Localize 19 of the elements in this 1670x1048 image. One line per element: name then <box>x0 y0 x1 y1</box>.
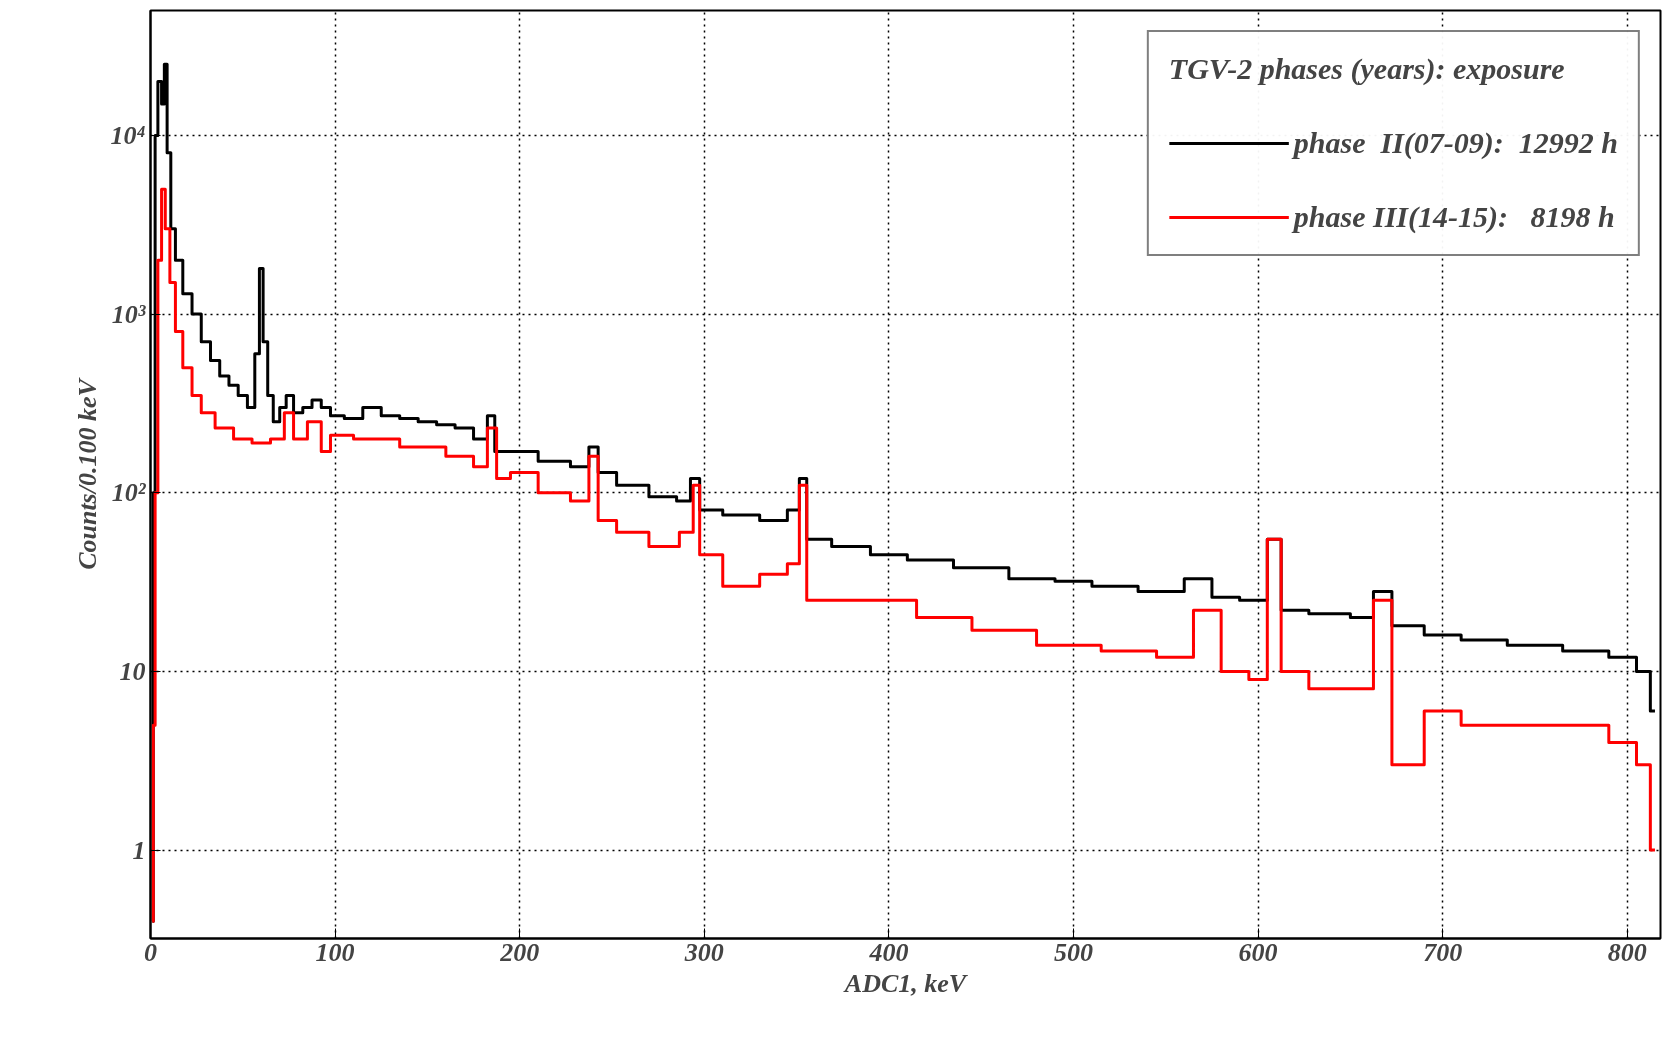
y-tick-label: 10 <box>119 656 146 686</box>
y-tick-label: 10³ <box>111 299 147 329</box>
y-tick-label: 1 <box>132 835 146 865</box>
x-tick-label: 800 <box>1607 937 1647 967</box>
y-tick-label: 10⁴ <box>110 120 146 150</box>
y-tick-label: 10² <box>111 478 147 508</box>
x-tick-label: 300 <box>683 937 724 967</box>
y-axis-title: Counts/0.100 keV <box>73 376 103 570</box>
x-tick-label: 500 <box>1053 937 1093 967</box>
x-axis-title: ADC1, keV <box>842 968 969 998</box>
legend-title: TGV-2 phases (years): exposure <box>1168 52 1566 86</box>
x-tick-label: 400 <box>868 937 909 967</box>
x-tick-label: 200 <box>499 937 540 967</box>
legend-label: phase II(07-09): 12992 h <box>1293 126 1618 160</box>
x-tick-label: 0 <box>144 937 157 967</box>
x-tick-label: 600 <box>1238 937 1278 967</box>
legend-label: phase III(14-15): 8198 h <box>1293 200 1615 234</box>
x-tick-label: 700 <box>1423 937 1463 967</box>
x-tick-label: 100 <box>315 937 355 967</box>
